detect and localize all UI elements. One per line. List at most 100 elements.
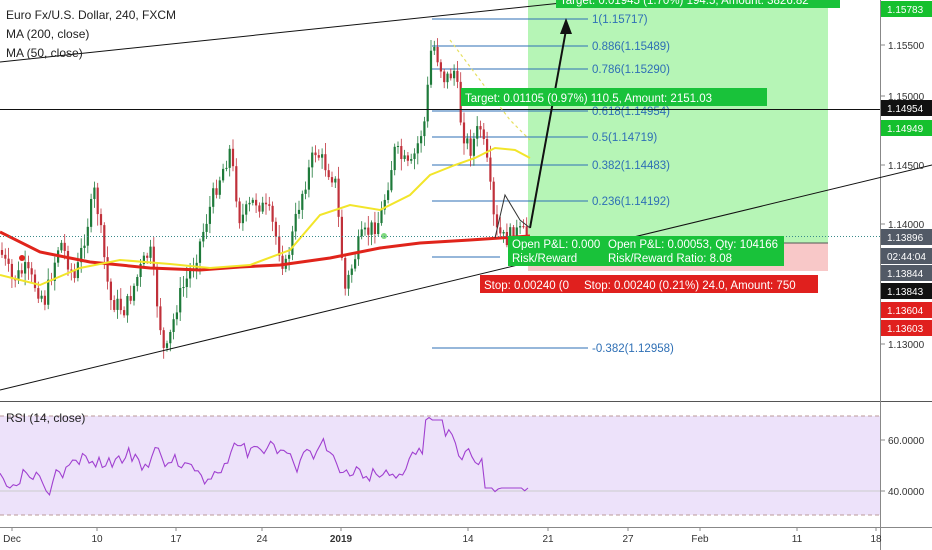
- candle-body: [334, 178, 337, 183]
- price-label-box[interactable]: [881, 265, 932, 281]
- candle-body: [311, 152, 314, 168]
- candle-body: [109, 281, 112, 301]
- candle-body: [396, 146, 400, 148]
- candle-body: [492, 181, 495, 215]
- upper-trendline[interactable]: [0, 0, 591, 63]
- candle-body: [476, 126, 479, 139]
- candle-body: [106, 257, 109, 282]
- candle-body: [344, 257, 347, 289]
- candle-body: [370, 222, 373, 235]
- candle-body: [152, 246, 155, 270]
- price-label-text: 1.15783: [887, 5, 924, 16]
- candle-body: [472, 138, 475, 156]
- price-tick-label: 1.14000: [888, 220, 925, 231]
- ma50-line: [0, 146, 531, 287]
- candle-body: [413, 153, 416, 160]
- projection-arrow-head[interactable]: [560, 18, 572, 34]
- legend-rsi[interactable]: RSI (14, close): [6, 411, 86, 425]
- candle-body: [63, 242, 66, 251]
- stop-right-tag-box[interactable]: [580, 275, 818, 293]
- candle-body: [258, 205, 261, 212]
- lower-trendline[interactable]: [0, 164, 932, 391]
- candle-body: [390, 170, 393, 191]
- price-label-box[interactable]: [881, 302, 932, 318]
- candle-body: [354, 259, 357, 269]
- price-label-box[interactable]: [881, 100, 932, 116]
- candle-body: [37, 288, 40, 299]
- price-label-box[interactable]: [881, 248, 932, 264]
- price-label-box[interactable]: [881, 320, 932, 336]
- candle-body: [96, 187, 99, 215]
- candle-body: [495, 214, 499, 228]
- pnl-left-tag-box[interactable]: [508, 236, 604, 252]
- candle-body: [245, 204, 248, 215]
- candle-body: [429, 50, 433, 85]
- candle-body: [215, 188, 218, 195]
- pnl-left-tag-text: Open P&L: 0.000: [512, 239, 600, 251]
- candle-body: [479, 126, 482, 130]
- price-label-box[interactable]: [881, 283, 932, 299]
- candle-body: [189, 270, 192, 279]
- stop-left-tag-text: Stop: 0.00240 (0: [484, 280, 569, 292]
- price-tick-label: 1.14500: [888, 161, 925, 172]
- candle-body: [367, 227, 370, 235]
- candle-body: [241, 214, 244, 224]
- candle-body: [165, 343, 169, 348]
- pattern-drawing[interactable]: [494, 193, 531, 239]
- candle-body: [40, 295, 43, 299]
- candle-body: [383, 199, 386, 210]
- candle-body: [337, 178, 340, 217]
- pnl-right-tag-box[interactable]: [604, 236, 784, 252]
- legend-ma200[interactable]: MA (200, close): [6, 27, 90, 41]
- candle-body: [53, 262, 56, 281]
- price-label-box[interactable]: [881, 1, 932, 17]
- candle-body: [136, 276, 139, 286]
- candle-body: [443, 71, 446, 83]
- candle-body: [113, 300, 116, 310]
- stop-left-tag-box[interactable]: [480, 275, 580, 293]
- projection-arrow-line[interactable]: [529, 29, 567, 229]
- legend-ma50[interactable]: MA (50, close): [6, 46, 83, 60]
- rr-right-tag-box[interactable]: [604, 250, 784, 266]
- candle-body: [90, 198, 93, 227]
- position-tags[interactable]: Target: 0.01945 (1.70%) 194.5, Amount: 3…: [461, 0, 840, 293]
- candle-body: [17, 270, 20, 281]
- ma200-marker: [19, 255, 25, 261]
- candle-body: [0, 250, 4, 255]
- candle-body: [449, 73, 452, 79]
- rr-left-tag-box[interactable]: [508, 250, 604, 266]
- candle-body: [499, 227, 502, 234]
- candle-body: [363, 227, 367, 230]
- candle-body: [202, 231, 205, 242]
- candle-body: [33, 274, 37, 289]
- price-label-box[interactable]: [881, 120, 932, 136]
- axes[interactable]: 1.155001.150001.145001.140001.135001.130…: [3, 1, 932, 545]
- candle-body: [10, 263, 13, 279]
- candle-body: [278, 236, 281, 256]
- target-top-tag-box[interactable]: [556, 0, 840, 8]
- price-label-box[interactable]: [881, 229, 932, 245]
- candle-body: [307, 167, 310, 190]
- time-tick-label: 14: [462, 534, 474, 545]
- candle-body: [433, 47, 436, 51]
- target-mid-tag-box[interactable]: [461, 88, 767, 106]
- target-top-tag-text: Target: 0.01945 (1.70%) 194.5, Amount: 3…: [560, 0, 809, 7]
- time-tick-label: 21: [542, 534, 554, 545]
- candle-body: [301, 193, 304, 210]
- candle-body: [172, 319, 175, 333]
- candle-body: [70, 269, 73, 271]
- price-label-text: 1.13603: [887, 324, 924, 335]
- candle-body: [453, 70, 456, 79]
- candle-body: [198, 241, 202, 263]
- fib-level-label: 0.886(1.15489): [592, 41, 670, 53]
- candle-body: [373, 222, 376, 235]
- price-tick-label: 1.15500: [888, 41, 925, 52]
- candle-body: [132, 285, 136, 301]
- target-zone[interactable]: [528, 0, 828, 243]
- time-tick-label: Dec: [3, 534, 21, 545]
- candle-body: [169, 332, 172, 344]
- candle-body: [231, 148, 235, 167]
- rr-left-tag-text: Risk/Reward: [512, 253, 577, 265]
- legend-symbol[interactable]: Euro Fx/U.S. Dollar, 240, FXCM: [6, 8, 177, 22]
